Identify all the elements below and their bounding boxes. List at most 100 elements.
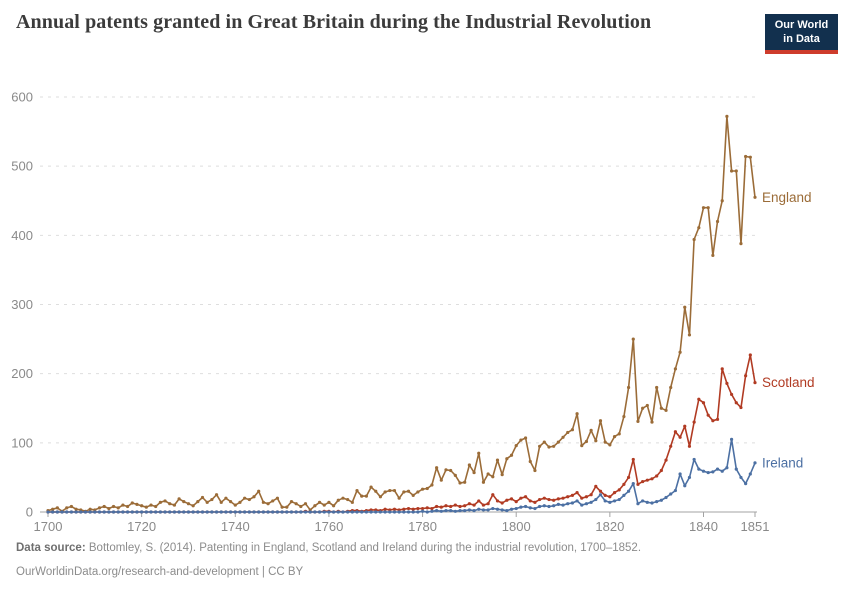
data-point	[144, 510, 148, 514]
data-point	[570, 501, 574, 505]
data-point	[533, 506, 537, 511]
data-point	[570, 428, 574, 432]
data-point	[93, 510, 97, 514]
series-label-scotland[interactable]: Scotland	[762, 375, 815, 390]
data-point	[486, 502, 490, 506]
data-point	[692, 457, 696, 462]
data-point	[603, 499, 607, 503]
data-point	[505, 509, 509, 513]
data-point	[392, 507, 397, 511]
series-line	[48, 354, 756, 513]
data-point	[332, 504, 336, 508]
data-point	[664, 495, 668, 500]
series-england[interactable]: England	[46, 114, 812, 513]
data-point	[397, 496, 401, 500]
data-point	[406, 489, 411, 493]
data-point	[500, 508, 504, 512]
data-point	[402, 507, 406, 511]
data-point	[538, 444, 542, 448]
data-point	[533, 500, 537, 504]
y-tick-label: 600	[11, 90, 33, 105]
data-point	[729, 169, 734, 173]
data-point	[130, 501, 134, 505]
data-point	[594, 497, 598, 502]
x-tick-label: 1820	[595, 519, 624, 534]
data-point	[135, 510, 139, 514]
data-point	[313, 504, 317, 508]
data-point	[673, 488, 678, 493]
data-point	[336, 498, 340, 502]
data-point	[397, 510, 401, 514]
data-point	[402, 510, 406, 514]
data-point	[589, 428, 593, 432]
data-point	[561, 503, 565, 507]
data-source-label: Data source:	[16, 542, 86, 554]
data-point	[378, 495, 383, 499]
data-point	[74, 507, 78, 511]
data-point	[144, 505, 148, 509]
data-point	[425, 486, 429, 491]
data-point	[561, 435, 565, 439]
data-point	[191, 504, 195, 508]
data-point	[430, 483, 434, 487]
data-point	[350, 500, 354, 504]
data-point	[626, 385, 631, 390]
data-point	[55, 506, 59, 510]
data-point	[435, 504, 439, 509]
data-point	[706, 470, 710, 475]
data-point	[612, 491, 617, 495]
data-point	[528, 506, 532, 510]
data-point	[285, 510, 289, 514]
series-scotland[interactable]: Scotland	[46, 353, 815, 514]
data-point	[711, 470, 715, 474]
data-point	[598, 419, 603, 423]
owid-logo[interactable]: Our World in Data	[765, 14, 838, 54]
data-point	[481, 480, 486, 484]
series-label-ireland[interactable]: Ireland	[762, 455, 803, 470]
data-point	[509, 453, 514, 457]
data-point	[556, 502, 560, 506]
data-point	[622, 482, 626, 486]
series-line	[48, 438, 756, 513]
data-point	[678, 472, 682, 476]
series-ireland[interactable]: Ireland	[46, 437, 803, 514]
data-point	[420, 509, 425, 513]
data-point	[177, 497, 181, 501]
data-point	[369, 510, 373, 514]
data-point	[336, 510, 340, 514]
data-point	[97, 510, 102, 514]
data-point	[598, 493, 603, 497]
data-point	[729, 392, 734, 397]
data-point	[205, 510, 209, 514]
data-point	[247, 510, 251, 514]
data-point	[327, 500, 331, 504]
footer-link[interactable]: OurWorldinData.org/research-and-developm…	[16, 566, 259, 579]
data-point	[449, 468, 453, 473]
data-point	[598, 489, 603, 493]
data-point	[51, 510, 55, 514]
data-point	[111, 504, 116, 509]
data-point	[734, 169, 738, 173]
owid-logo-line1: Our World	[774, 19, 829, 31]
data-point	[369, 485, 373, 489]
data-point	[346, 510, 350, 514]
data-point	[453, 503, 457, 507]
data-point	[266, 502, 270, 506]
data-point	[538, 497, 542, 502]
data-point	[360, 494, 364, 498]
data-point	[748, 472, 752, 476]
data-point	[158, 500, 162, 504]
series-label-england[interactable]: England	[762, 190, 812, 205]
data-point	[97, 506, 102, 510]
data-point	[411, 507, 415, 511]
data-point	[388, 488, 392, 493]
data-point	[130, 510, 134, 514]
data-point	[182, 500, 186, 504]
data-point	[158, 510, 162, 514]
data-point	[570, 493, 574, 497]
data-point	[430, 506, 434, 511]
y-tick-label: 300	[11, 297, 33, 312]
data-point	[374, 489, 378, 493]
